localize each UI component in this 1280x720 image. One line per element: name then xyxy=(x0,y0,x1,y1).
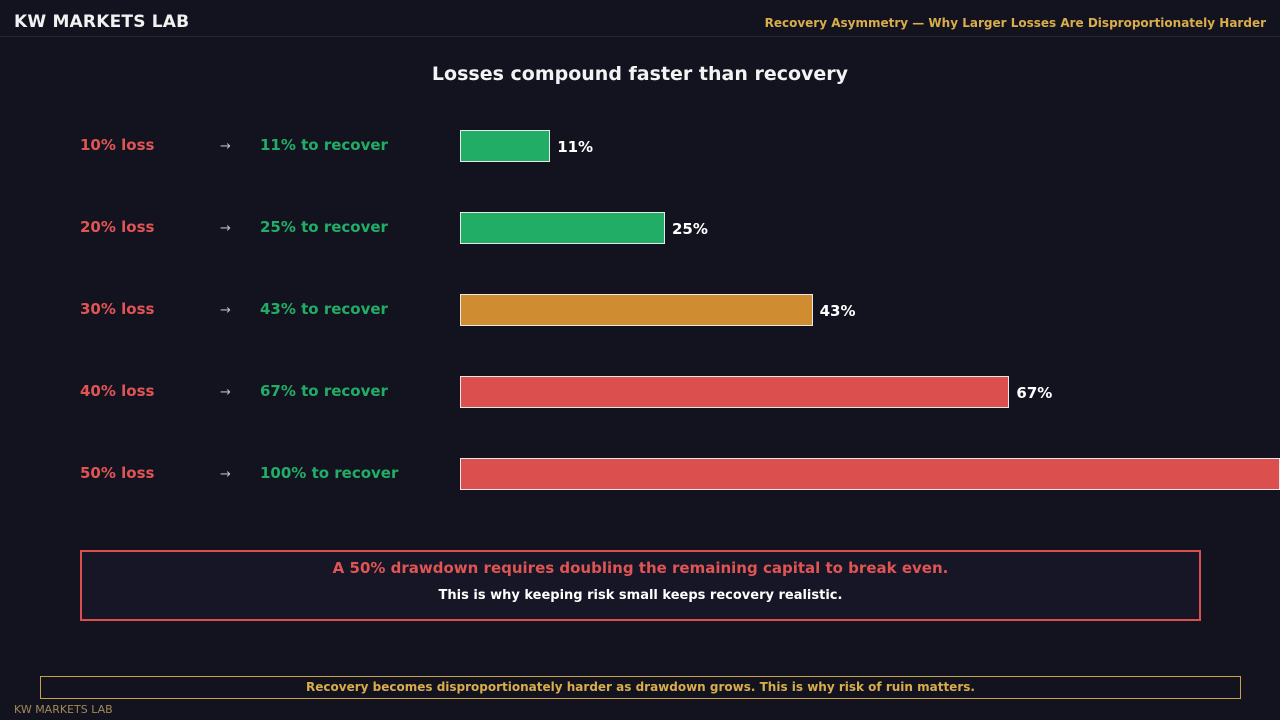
brand-logo-text: KW MARKETS LAB xyxy=(14,12,190,32)
recovery-label: 67% to recover xyxy=(260,382,388,400)
chart-title: Losses compound faster than recovery xyxy=(431,63,849,85)
loss-label: 10% loss xyxy=(80,136,155,154)
bar-value-label: 25% xyxy=(672,220,708,238)
arrow-icon: → xyxy=(220,385,231,400)
recovery-bar xyxy=(460,130,551,162)
bar-value-label: 67% xyxy=(1016,384,1053,402)
header-bar: KW MARKETS LAB Recovery Asymmetry — Why … xyxy=(0,0,1280,37)
bar-value-label: 11% xyxy=(557,138,594,156)
loss-label: 50% loss xyxy=(80,464,155,482)
header-title: Recovery Asymmetry — Why Larger Losses A… xyxy=(764,16,1266,30)
callout-sub-text: This is why keeping risk small keeps rec… xyxy=(438,588,843,603)
recovery-bar xyxy=(460,458,1280,490)
arrow-icon: → xyxy=(220,303,231,318)
loss-label: 40% loss xyxy=(80,382,155,400)
callout-main-text: A 50% drawdown requires doubling the rem… xyxy=(332,559,949,577)
recovery-bar xyxy=(460,294,813,326)
bar-value-label: 43% xyxy=(819,302,856,320)
loss-label: 30% loss xyxy=(80,300,155,318)
recovery-label: 43% to recover xyxy=(260,300,388,318)
recovery-bar xyxy=(460,376,1010,408)
footer-watermark: KW MARKETS LAB xyxy=(14,703,113,716)
arrow-icon: → xyxy=(220,139,231,154)
recovery-label: 25% to recover xyxy=(260,218,388,236)
arrow-icon: → xyxy=(220,467,231,482)
recovery-label: 11% to recover xyxy=(260,136,388,154)
footer-note-box: Recovery becomes disproportionately hard… xyxy=(40,676,1241,699)
arrow-icon: → xyxy=(220,221,231,236)
recovery-label: 100% to recover xyxy=(260,464,399,482)
footer-note-text: Recovery becomes disproportionately hard… xyxy=(306,680,975,694)
recovery-bar xyxy=(460,212,665,244)
callout-box: A 50% drawdown requires doubling the rem… xyxy=(80,550,1201,621)
loss-label: 20% loss xyxy=(80,218,155,236)
